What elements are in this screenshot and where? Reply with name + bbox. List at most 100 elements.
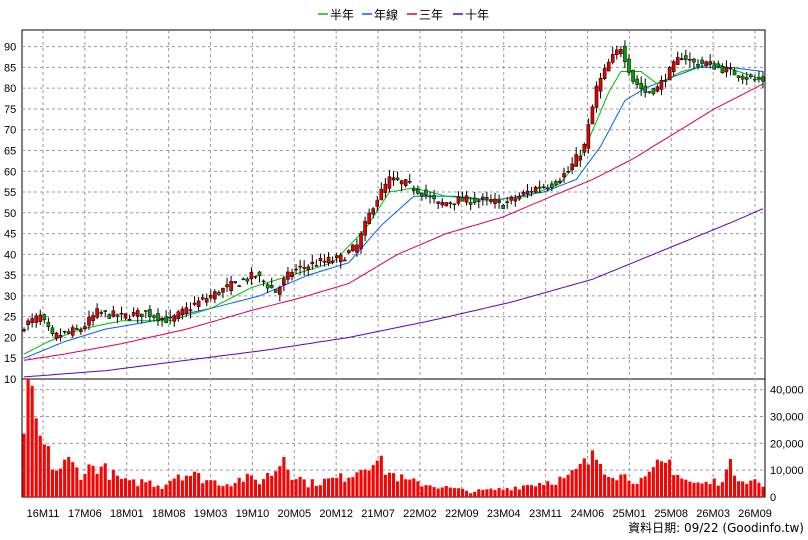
candle-body [692,58,696,63]
volume-bar [668,459,672,497]
volume-bar [172,478,176,497]
candle-body [241,278,246,281]
candle-body [298,265,302,268]
volume-bar [335,478,339,497]
volume-bar [631,483,635,497]
volume-bar [322,478,327,497]
candle-body [237,285,242,287]
volume-bar [103,463,107,497]
volume-bar [712,478,716,497]
price-tick-label: 30 [4,291,16,303]
volume-bar [379,455,383,497]
candle-body [229,281,233,292]
candle-body [444,202,449,207]
price-tick-label: 20 [4,332,16,344]
volume-bar [75,467,79,497]
candle-body [582,144,587,153]
volume-bar [465,490,469,497]
volume-bar [753,479,757,497]
price-tick-label: 45 [4,229,16,241]
volume-bar [416,481,420,497]
volume-bar [46,446,50,497]
volume-bar [107,479,111,497]
candle-body [436,201,440,204]
candle-body [493,198,497,204]
candle-body [651,88,656,95]
candle-body [367,212,371,224]
volume-bar [111,469,115,497]
candle-body [700,59,704,64]
price-tick-label: 55 [4,187,16,199]
candle-body [757,77,761,80]
volume-bar [663,462,668,497]
candle-body [213,291,217,300]
candle-body [586,124,591,149]
candle-body [70,327,75,336]
candle-body [294,268,298,271]
candle-body [249,272,254,280]
volume-bar [408,479,412,497]
volume-bar [160,488,164,497]
volume-bar [387,472,391,497]
candle-body [326,256,331,264]
candle-body [257,271,262,276]
volume-bar [59,468,63,497]
volume-bar [95,473,99,497]
volume-bar [607,476,611,497]
candle-body [318,257,323,261]
candle-body [448,202,453,204]
legend-label-half-year: 半年 [330,8,354,22]
volume-bar [761,486,765,497]
volume-bar [164,484,168,497]
volume-bar [456,488,461,497]
volume-bar [314,485,318,497]
volume-bar [594,459,599,497]
volume-bar [436,488,440,497]
candle-body [554,181,558,185]
price-tick-label: 65 [4,145,16,157]
volume-bar [655,459,659,497]
candle-body [330,260,335,263]
date-tick-label: 16M11 [27,508,60,520]
volume-bar [201,483,205,497]
volume-bar [140,479,144,497]
candle-body [139,313,144,317]
candle-body [286,271,290,280]
volume-bar [716,485,720,497]
volume-bar [217,485,221,497]
candle-body [204,298,209,303]
volume-bar [184,475,188,497]
volume-bar [270,475,274,497]
candle-body [127,318,132,321]
candle-body [574,154,578,167]
volume-bar [339,473,343,497]
candle-body [407,181,412,183]
candle-body [42,314,47,320]
volume-bar [245,473,249,497]
volume-bar [513,486,517,497]
volume-bar [757,482,761,497]
volume-bar [460,488,465,497]
candle-body [505,201,509,203]
candle-body [156,313,160,322]
candle-body [501,204,505,209]
legend-label-ten-year: 十年 [465,8,489,22]
candle-body [217,292,221,295]
volume-bar [521,485,525,497]
candle-body [558,180,562,183]
volume-bar [688,481,692,497]
volume-bar [91,465,95,497]
date-tick-label: 25M01 [613,508,647,520]
volume-bar [404,479,408,497]
legend-label-three-year: 三年 [419,8,443,22]
volume-bar [432,487,436,497]
candle-body [91,315,95,321]
volume-bar [396,481,400,497]
candle-body [209,295,213,299]
candle-body [550,183,554,188]
volume-bar [672,475,676,497]
candle-body [26,320,30,326]
volume-bar [400,474,404,497]
candle-body [412,188,416,191]
candle-body [245,278,250,282]
